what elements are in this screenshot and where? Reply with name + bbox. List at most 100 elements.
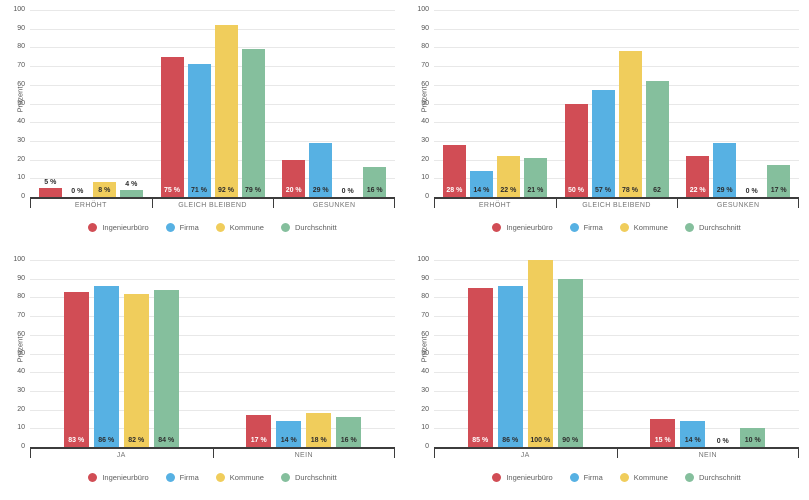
y-gridline [434, 47, 799, 49]
y-gridline [30, 159, 395, 161]
bar-value-label: 50 % [568, 187, 584, 194]
y-tick-label: 90 [17, 274, 25, 282]
axis-tick [394, 449, 395, 458]
bar-groups: 5 % 0 % 8 % 4 % 75 % 71 % 92 % 79 % 20 % 29 % 0 % 1… [30, 10, 395, 197]
y-gridline [434, 353, 799, 355]
category-group: 83 % 86 % 82 % 84 % [30, 260, 213, 447]
bar-value-label: 29 % [312, 187, 329, 194]
bar-value-label: 0 % [71, 188, 84, 195]
y-gridline [434, 409, 799, 411]
legend-item: Kommune [619, 473, 668, 482]
bar-value-label: 92 % [218, 187, 234, 194]
y-tick-label: 80 [421, 293, 429, 301]
plot-area: 83 % 86 % 82 % 84 % 17 % 14 % 18 % 16 % [30, 260, 395, 458]
legend-item: Durchschnitt [684, 473, 741, 482]
y-gridline [434, 390, 799, 392]
chart-bottom-right: Prozent 85 % 86 % 100 % 90 % 15 % 14 % 0 % 10 % 0… [404, 250, 808, 500]
bar-value-label: 5 % [44, 178, 57, 186]
y-tick-label: 70 [421, 312, 429, 320]
bar-value-label: 16 % [340, 437, 357, 444]
bar: 79 % [241, 49, 265, 197]
bar-value-label: 14 % [280, 437, 297, 444]
legend-swatch-icon [619, 473, 629, 482]
legend-item: Kommune [215, 223, 264, 232]
legend-swatch-icon [684, 223, 694, 232]
bar-value-label: 17 % [770, 187, 787, 194]
legend-label: Kommune [229, 223, 264, 232]
bar: 17 % [767, 165, 791, 197]
bar-value-label: 28 % [446, 187, 463, 194]
legend-item: Firma [569, 473, 603, 482]
bar-value-label: 86 % [502, 437, 519, 444]
y-gridline [434, 140, 799, 142]
y-tick-label: 50 [17, 349, 25, 357]
bar: 29 % [309, 142, 333, 197]
category-label: NEIN [294, 452, 313, 459]
legend-label: Kommune [229, 473, 264, 482]
category-labels: JA NEIN [434, 452, 799, 459]
bar-value-label: 15 % [654, 437, 671, 444]
bar-value-label: 20 % [285, 187, 302, 194]
y-gridline [434, 84, 799, 86]
plot-area: 5 % 0 % 8 % 4 % 75 % 71 % 92 % 79 % 20 % 29 % 0 % 1… [30, 10, 395, 208]
legend-swatch-icon [215, 223, 225, 232]
axis-tick [798, 199, 799, 208]
y-tick-label: 40 [17, 368, 25, 376]
legend-item: Ingenieurbüro [492, 473, 553, 482]
y-gridline [434, 278, 799, 280]
legend-swatch-icon [88, 223, 98, 232]
bar-value-label: 83 % [68, 437, 85, 444]
bar-groups: 28 % 14 % 22 % 21 % 50 % 57 % 78 % 62 22 % 29 % 0 … [434, 10, 799, 197]
y-tick-label: 70 [17, 62, 25, 70]
bar-value-label: 29 % [716, 187, 733, 194]
bar: 14 % [276, 420, 302, 447]
legend-item: Firma [165, 473, 199, 482]
axis-tick [616, 449, 618, 458]
plot-area: 28 % 14 % 22 % 21 % 50 % 57 % 78 % 62 22 % 29 % 0 … [434, 10, 799, 208]
bar: 50 % [564, 103, 588, 197]
y-tick-label: 60 [17, 330, 25, 338]
category-label: NEIN [698, 452, 717, 459]
y-tick-label: 40 [421, 118, 429, 126]
bar-value-label: 22 % [689, 187, 706, 194]
bar: 15 % [650, 418, 676, 447]
bar: 92 % [214, 24, 238, 197]
bar-value-label: 71 % [191, 187, 207, 194]
category-label: JA [520, 452, 530, 459]
category-group: 28 % 14 % 22 % 21 % [434, 10, 556, 197]
legend-swatch-icon [280, 473, 290, 482]
bar-value-label: 82 % [128, 437, 145, 444]
legend: Ingenieurbüro Firma Kommune Durchschnitt [30, 223, 395, 232]
bar-value-label: 8 % [98, 187, 111, 194]
bar: 18 % [306, 413, 332, 447]
axis-tick [798, 449, 799, 458]
y-tick-label: 40 [421, 368, 429, 376]
legend-item: Durchschnitt [280, 473, 337, 482]
y-tick-label: 30 [421, 136, 429, 144]
y-tick-label: 90 [421, 274, 429, 282]
bar-value-label: 18 % [310, 437, 327, 444]
y-gridline [434, 260, 799, 261]
legend-item: Firma [569, 223, 603, 232]
bar: 100 % [527, 260, 553, 447]
legend-swatch-icon [569, 223, 579, 232]
y-gridline [30, 278, 395, 280]
y-tick-label: 80 [17, 43, 25, 51]
y-gridline [30, 84, 395, 86]
legend-swatch-icon [88, 473, 98, 482]
bar: 21 % [523, 157, 547, 197]
y-gridline [30, 297, 395, 299]
y-tick-label: 100 [417, 6, 429, 13]
y-tick-label: 0 [21, 443, 25, 450]
y-tick-label: 60 [421, 80, 429, 88]
y-gridline [434, 316, 799, 318]
axis-tick [555, 199, 557, 208]
y-gridline [30, 47, 395, 49]
bar: 17 % [246, 415, 272, 447]
legend-label: Ingenieurbüro [102, 223, 149, 232]
bar: 78 % [618, 51, 642, 197]
axis-tick [273, 199, 275, 208]
category-group: 5 % 0 % 8 % 4 % [30, 10, 152, 197]
bar: 84 % [153, 289, 179, 447]
